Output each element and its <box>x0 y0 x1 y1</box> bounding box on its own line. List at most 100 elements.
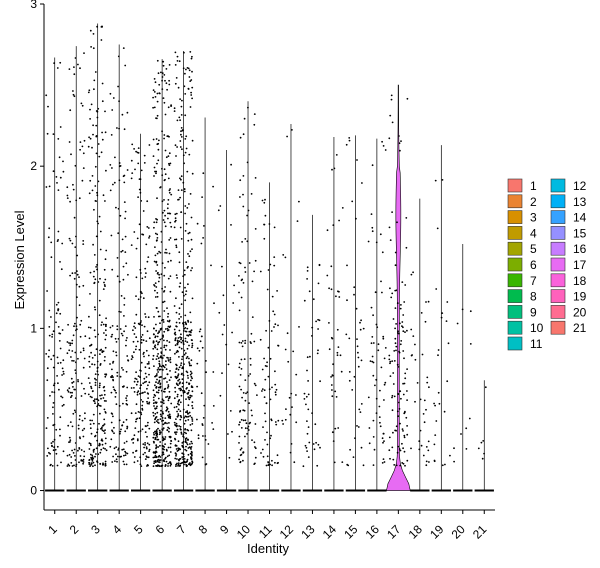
data-point <box>190 446 193 448</box>
data-point <box>186 355 189 358</box>
data-point <box>184 93 187 95</box>
data-point <box>105 249 108 252</box>
data-point <box>179 462 182 465</box>
data-point <box>163 446 166 448</box>
data-point <box>164 443 167 445</box>
data-point <box>394 289 397 292</box>
data-point <box>146 424 149 427</box>
data-point <box>263 201 266 204</box>
data-point <box>143 381 146 384</box>
data-point <box>412 271 414 274</box>
data-point <box>79 455 82 457</box>
data-point <box>81 419 84 422</box>
data-point <box>155 429 158 431</box>
data-point <box>89 442 92 445</box>
data-point <box>148 237 150 239</box>
data-point <box>99 248 102 251</box>
data-point <box>98 386 101 389</box>
data-point <box>125 339 128 342</box>
x-tick-label-16: 16 <box>363 522 383 542</box>
data-point <box>382 145 385 147</box>
data-point <box>178 425 181 427</box>
data-point <box>362 327 365 330</box>
data-point <box>154 461 157 464</box>
data-point <box>91 390 94 393</box>
data-point <box>82 349 85 352</box>
data-point <box>79 437 81 440</box>
data-point <box>97 222 99 225</box>
data-point <box>180 337 183 339</box>
data-point <box>191 401 194 403</box>
data-point <box>104 429 106 431</box>
data-point <box>57 308 60 310</box>
data-point <box>157 353 160 355</box>
data-point <box>189 396 192 399</box>
data-point <box>144 442 147 444</box>
data-point <box>116 127 118 129</box>
data-point <box>57 230 60 233</box>
legend-swatch-10 <box>507 320 523 335</box>
data-point <box>175 351 178 354</box>
data-point <box>164 436 167 438</box>
data-point <box>152 436 155 439</box>
data-point <box>102 424 104 427</box>
data-point <box>94 455 96 458</box>
data-point <box>93 254 96 256</box>
data-point <box>185 449 188 452</box>
data-point <box>196 362 199 365</box>
data-point <box>395 425 398 428</box>
data-point <box>136 438 139 441</box>
data-point <box>157 310 160 313</box>
data-point <box>165 406 168 409</box>
data-point <box>202 237 205 239</box>
data-point <box>190 321 192 324</box>
data-point <box>188 255 191 258</box>
x-tick-label-2: 2 <box>67 522 82 537</box>
data-point <box>401 281 404 283</box>
data-point <box>95 266 97 268</box>
data-point <box>159 382 162 385</box>
data-point <box>138 417 141 420</box>
data-point <box>124 64 127 67</box>
data-point <box>203 225 205 227</box>
data-point <box>179 448 182 451</box>
data-point <box>159 338 162 341</box>
data-point <box>425 464 428 467</box>
data-point <box>147 456 150 459</box>
data-point <box>177 408 180 411</box>
data-point <box>162 211 164 214</box>
data-point <box>157 455 160 458</box>
data-point <box>188 357 190 360</box>
data-point <box>331 395 334 398</box>
data-point <box>389 239 392 242</box>
data-point <box>51 445 53 448</box>
data-point <box>238 366 241 369</box>
data-point <box>69 441 71 443</box>
data-point <box>163 274 166 277</box>
data-point <box>146 402 149 405</box>
data-point <box>187 253 189 255</box>
data-point <box>100 448 103 451</box>
data-point <box>155 374 158 377</box>
data-point <box>380 366 383 369</box>
data-point <box>156 335 159 338</box>
data-point <box>177 189 180 192</box>
data-point <box>353 375 356 378</box>
data-point <box>158 83 161 86</box>
data-point <box>131 143 134 146</box>
data-point <box>437 354 439 357</box>
data-point <box>156 233 159 236</box>
data-point <box>158 139 160 142</box>
data-point <box>144 391 146 393</box>
violin-group-21 <box>474 380 494 492</box>
data-point <box>399 390 402 393</box>
data-point <box>164 286 167 288</box>
data-point <box>98 299 101 302</box>
data-point <box>179 415 182 417</box>
data-point <box>71 465 74 467</box>
data-point <box>103 400 106 402</box>
data-point <box>372 374 375 377</box>
data-point <box>72 183 74 186</box>
data-point <box>169 446 172 449</box>
data-point <box>55 452 58 455</box>
